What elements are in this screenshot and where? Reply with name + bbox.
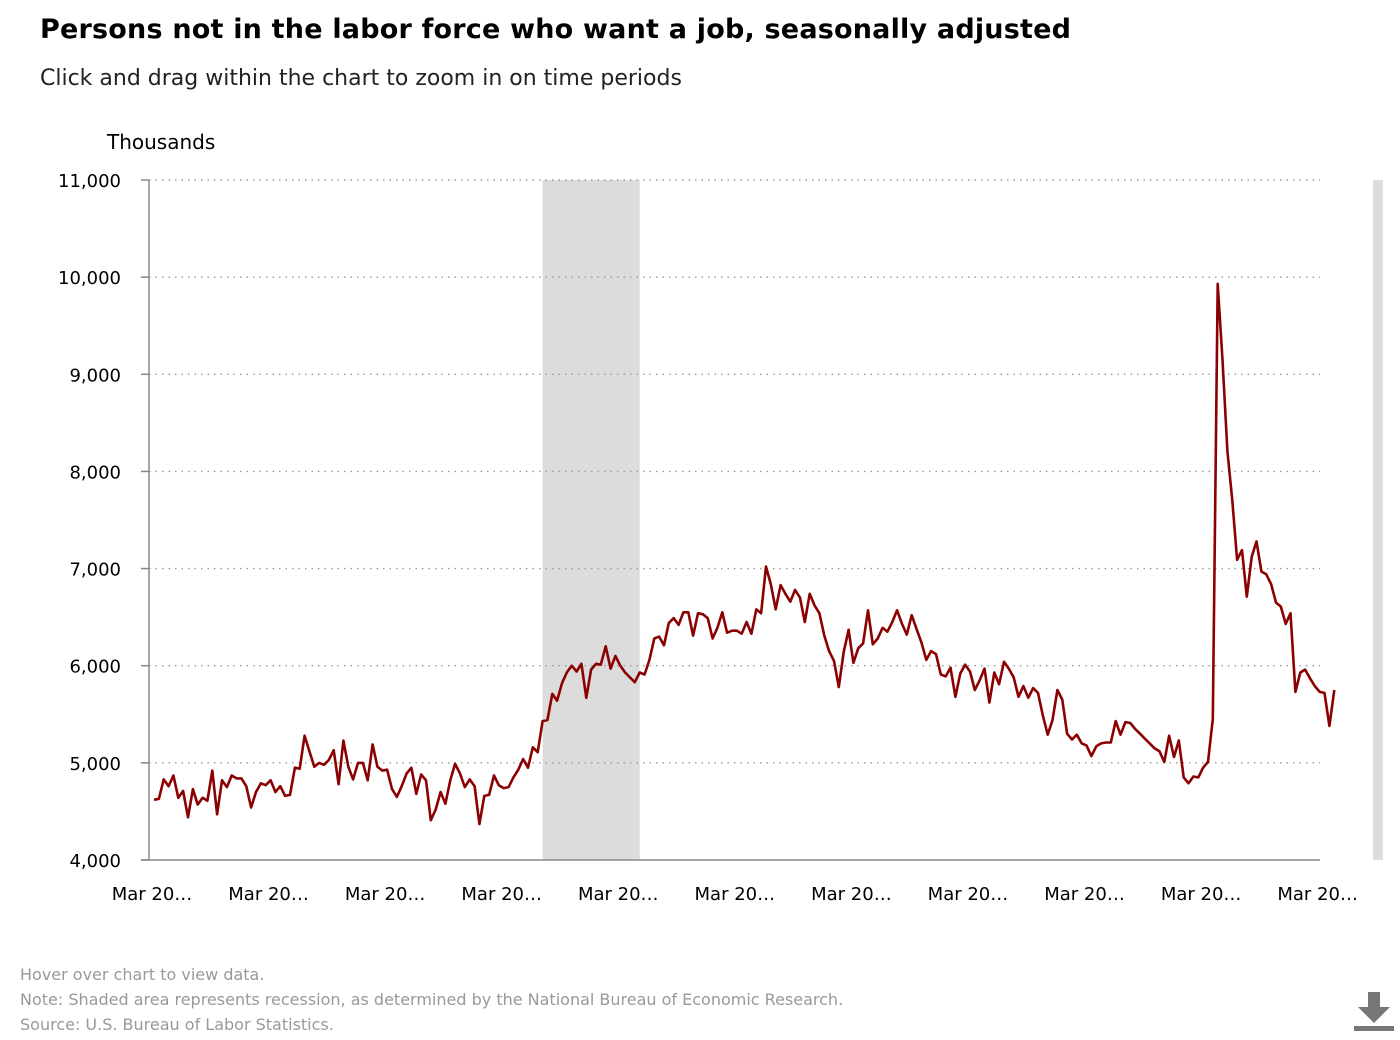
x-tick-label: Mar 20… [345, 884, 426, 905]
x-tick-label: Mar 20… [928, 884, 1009, 905]
chart-title: Persons not in the labor force who want … [40, 14, 1072, 45]
y-tick-label: 11,000 [58, 171, 121, 192]
source-note: Source: U.S. Bureau of Labor Statistics. [20, 1015, 334, 1034]
y-tick-label: 4,000 [69, 851, 121, 872]
x-tick-label: Mar 20… [228, 884, 309, 905]
axes [141, 179, 1320, 861]
chart-footer: Hover over chart to view data. Note: Sha… [20, 962, 843, 1037]
y-tick-label: 6,000 [69, 657, 121, 678]
x-tick-label: Mar 20… [578, 884, 659, 905]
recession-band-2 [1373, 180, 1383, 860]
recession-band-1 [542, 180, 640, 860]
series-layer [153, 282, 1336, 826]
line-chart[interactable]: 4,000 5,000 6,000 7,000 8,000 9,000 10,000 11,0… [0, 0, 1400, 930]
y-tick-label: 5,000 [69, 754, 121, 775]
x-tick-label: Mar 20… [1044, 884, 1125, 905]
series-line [153, 282, 1336, 826]
y-axis-title: Thousands [106, 130, 215, 154]
y-tick-label: 10,000 [58, 268, 121, 289]
recession-bands [542, 180, 1383, 860]
tick-labels: 4,000 5,000 6,000 7,000 8,000 9,000 10,000 11,0… [58, 171, 1358, 905]
x-tick-label: Mar 20… [461, 884, 542, 905]
x-tick-label: Mar 20… [811, 884, 892, 905]
x-tick-label: Mar 20… [695, 884, 776, 905]
x-tick-label: Mar 20… [112, 884, 193, 905]
x-tick-label: Mar 20… [1277, 884, 1358, 905]
chart-subtitle: Click and drag within the chart to zoom … [40, 66, 682, 91]
y-tick-label: 8,000 [69, 462, 121, 483]
download-icon [1354, 992, 1394, 1031]
x-tick-label: Mar 20… [1161, 884, 1242, 905]
download-button[interactable] [1352, 990, 1396, 1034]
hover-hint: Hover over chart to view data. [20, 965, 265, 984]
recession-note: Note: Shaded area represents recession, … [20, 990, 844, 1009]
y-tick-label: 7,000 [69, 560, 121, 581]
y-tick-label: 9,000 [69, 365, 121, 386]
gridlines [149, 179, 1320, 764]
